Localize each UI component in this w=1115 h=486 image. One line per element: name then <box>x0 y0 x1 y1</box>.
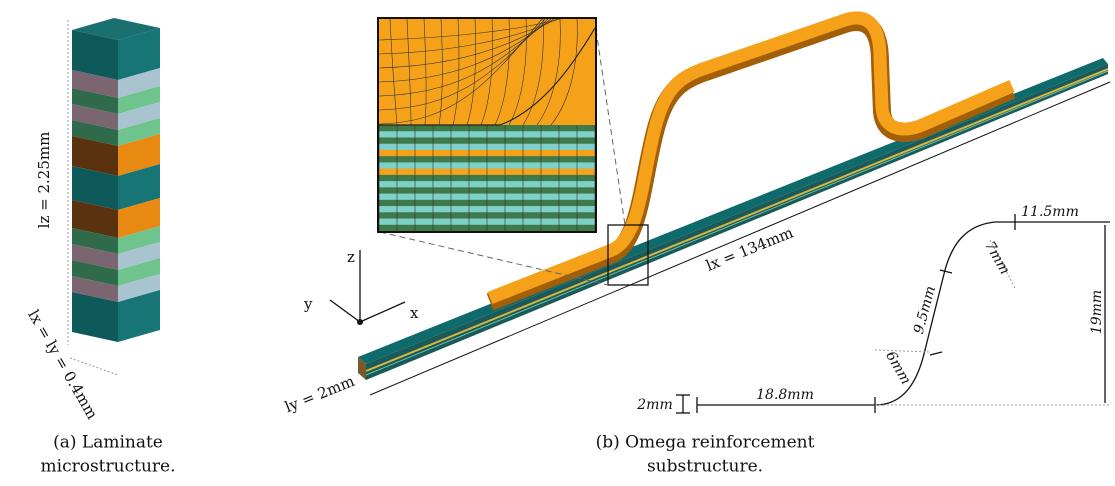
axes-triad <box>330 250 405 322</box>
dim-label: 19mm <box>1089 290 1105 334</box>
axis-label: x <box>410 304 419 322</box>
laminate-column <box>72 18 160 342</box>
caption: substructure. <box>647 457 763 477</box>
axis-label: y <box>303 295 313 313</box>
dim-label: 11.5mm <box>1021 204 1079 220</box>
dim-label: 7mm <box>981 239 1013 278</box>
figure: lz = 2.25mm lx = ly = 0.4mm (a) Laminate… <box>0 0 1115 486</box>
page: lz = 2.25mm lx = ly = 0.4mm (a) Laminate… <box>0 0 1115 486</box>
caption: (b) Omega reinforcement <box>596 433 815 453</box>
caption: microstructure. <box>41 457 176 477</box>
ly-label: ly = 2mm <box>282 372 357 416</box>
dim-label: 18.8mm <box>756 387 814 403</box>
axis-label: z <box>347 248 355 266</box>
inset <box>378 18 596 232</box>
origin <box>357 319 363 325</box>
zoom-line <box>596 30 625 225</box>
lz-label: lz = 2.25mm <box>35 132 53 229</box>
dim-label: 2mm <box>636 397 672 413</box>
dim-label: 6mm <box>882 349 914 388</box>
dim-line <box>875 350 930 352</box>
caption: (a) Laminate <box>53 433 163 453</box>
